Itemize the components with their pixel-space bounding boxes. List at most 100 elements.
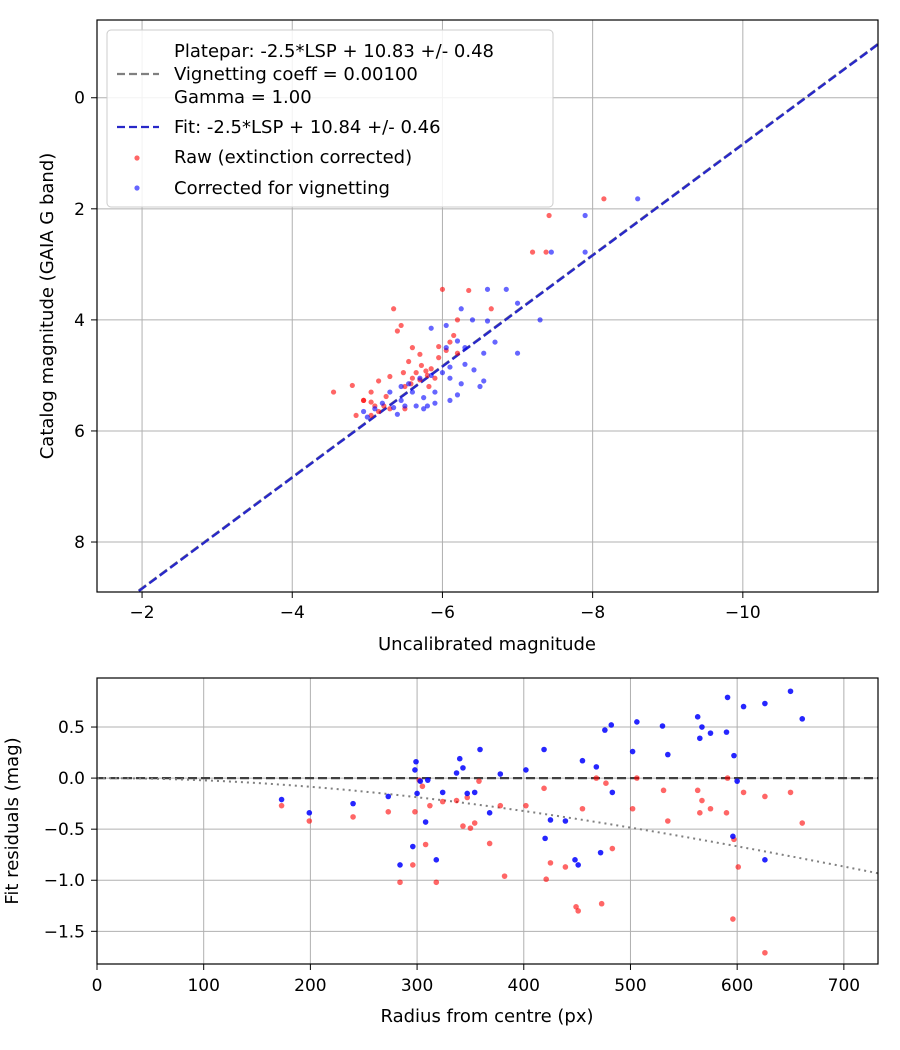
top-x-tick-label: −4 — [280, 603, 305, 623]
raw-residual-point — [464, 794, 471, 801]
corrected-point — [398, 383, 404, 390]
corrected-point — [417, 375, 423, 381]
corrected-residual-point — [730, 833, 736, 840]
raw-residual-point — [723, 810, 730, 816]
corrected-point — [548, 249, 554, 255]
corrected-point — [443, 322, 449, 329]
bottom-scatter-points — [278, 688, 806, 956]
corrected-point — [454, 392, 461, 398]
raw-residual-point — [799, 820, 806, 826]
corrected-point — [462, 345, 468, 351]
legend: Platepar: -2.5*LSP + 10.83 +/- 0.48 Vign… — [106, 29, 554, 208]
raw-point — [417, 351, 423, 357]
raw-point — [387, 373, 393, 380]
bottom-ticks: 0 100 200 300 400 500 600 700 0.5 0.0 −0.5 −1.0 −1.5 — [44, 718, 860, 996]
corrected-point — [364, 414, 370, 420]
bottom-x-tick-label: 100 — [187, 976, 219, 996]
corrected-point — [469, 317, 476, 323]
raw-residual-point — [697, 810, 703, 816]
raw-residual-point — [422, 841, 429, 848]
corrected-point — [447, 364, 453, 370]
raw-point — [454, 350, 461, 356]
corrected-residual-point — [575, 862, 581, 868]
top-y-tick-label: 4 — [74, 311, 85, 331]
corrected-point — [447, 375, 453, 381]
raw-point — [418, 362, 425, 369]
bottom-y-tick-label: 0.5 — [58, 718, 85, 738]
raw-residual-point — [541, 785, 547, 792]
corrected-residual-point — [477, 746, 483, 753]
bottom-x-tick-label: 700 — [828, 976, 860, 996]
corrected-residual-point — [471, 789, 478, 796]
bottom-y-tick-label: −1.0 — [44, 871, 85, 891]
raw-point — [543, 249, 549, 255]
corrected-point — [443, 345, 449, 351]
raw-point — [601, 196, 607, 202]
corrected-point — [447, 397, 453, 404]
raw-residual-point — [385, 809, 392, 815]
legend-corrected-label: Corrected for vignetting — [174, 178, 390, 199]
top-y-tick-label: 2 — [74, 200, 85, 220]
bottom-y-tick-label: −0.5 — [44, 820, 85, 840]
corrected-residual-point — [579, 757, 586, 764]
raw-point — [447, 339, 453, 345]
corrected-point — [421, 406, 427, 412]
raw-residual-point — [634, 775, 640, 781]
corrected-point — [413, 403, 419, 409]
raw-point — [436, 355, 442, 361]
corrected-point — [514, 300, 521, 306]
corrected-residual-point — [762, 700, 768, 707]
raw-point — [428, 366, 434, 372]
corrected-point — [432, 400, 438, 406]
raw-point — [383, 393, 389, 400]
top-x-axis-label: Uncalibrated magnitude — [378, 634, 596, 655]
top-y-tick-label: 0 — [74, 89, 85, 109]
bottom-y-tick-label: −1.5 — [44, 922, 85, 942]
raw-point — [529, 249, 536, 255]
raw-point — [454, 317, 461, 323]
bottom-x-tick-label: 600 — [721, 976, 753, 996]
raw-point — [400, 370, 406, 376]
top-x-tick-label: −8 — [580, 603, 605, 623]
corrected-residual-point — [609, 789, 616, 796]
corrected-residual-point — [497, 771, 504, 777]
top-y-tick-label: 6 — [74, 422, 85, 442]
corrected-residual-point — [597, 849, 604, 856]
corrected-point — [439, 370, 446, 376]
raw-residual-point — [476, 778, 482, 784]
raw-residual-point — [419, 783, 426, 790]
corrected-residual-point — [397, 862, 403, 868]
top-x-tick-label: −6 — [430, 603, 455, 623]
bottom-axes-frame — [96, 677, 879, 965]
bottom-reference-lines — [97, 776, 878, 875]
raw-residual-point — [543, 876, 549, 883]
raw-residual-point — [460, 823, 466, 829]
corrected-point — [458, 306, 464, 312]
raw-residual-point — [501, 873, 508, 879]
top-y-tick-label: 8 — [74, 533, 85, 553]
raw-residual-point — [575, 908, 581, 914]
corrected-point — [477, 383, 483, 390]
corrected-residual-point — [413, 758, 419, 765]
fit-line — [135, 43, 878, 592]
raw-residual-point — [740, 789, 747, 796]
raw-point — [406, 358, 412, 365]
raw-point — [368, 399, 374, 405]
corrected-residual-point — [694, 714, 701, 720]
corrected-point — [432, 389, 438, 395]
raw-point — [398, 322, 404, 329]
corrected-residual-point — [439, 789, 446, 796]
corrected-residual-point — [734, 778, 740, 784]
raw-residual-point — [523, 802, 529, 809]
raw-point — [423, 368, 429, 374]
top-x-tick-label: −2 — [130, 603, 155, 623]
raw-point — [376, 378, 382, 384]
corrected-point — [582, 212, 588, 219]
corrected-point — [387, 389, 393, 395]
raw-residual-point — [707, 805, 714, 812]
raw-point — [488, 306, 494, 312]
corrected-point — [409, 389, 416, 395]
corrected-point — [481, 378, 487, 384]
legend-platepar-label: Platepar: -2.5*LSP + 10.83 +/- 0.48 — [174, 41, 494, 62]
raw-residual-point — [735, 864, 742, 870]
